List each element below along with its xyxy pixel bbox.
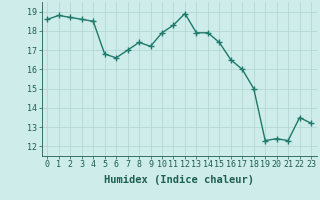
X-axis label: Humidex (Indice chaleur): Humidex (Indice chaleur) [104,175,254,185]
